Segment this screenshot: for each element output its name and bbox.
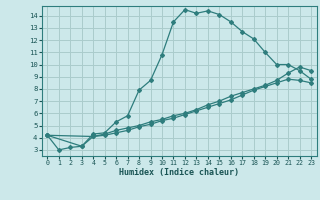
X-axis label: Humidex (Indice chaleur): Humidex (Indice chaleur) — [119, 168, 239, 177]
